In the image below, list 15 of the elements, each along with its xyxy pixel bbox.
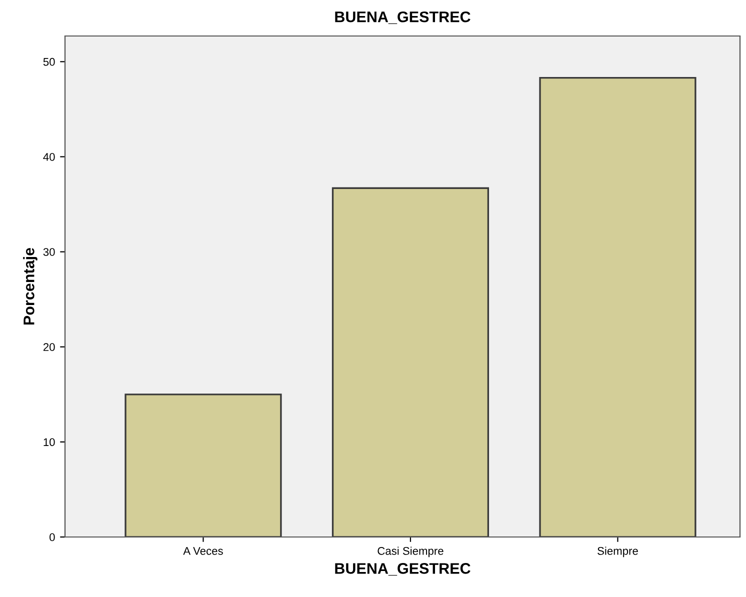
y-tick-label: 0 — [50, 533, 55, 542]
bar — [332, 187, 490, 537]
y-tick-label: 10 — [44, 438, 55, 446]
y-tick-label: 20 — [43, 343, 55, 352]
y-axis-title: Porcentaje — [23, 248, 38, 325]
x-tick-label: Casi Siempre — [378, 546, 444, 558]
bar — [539, 76, 696, 537]
x-axis-title: BUENA_GESTREC — [335, 563, 470, 576]
chart-title: BUENA_GESTREC — [335, 11, 470, 24]
bar — [124, 394, 282, 537]
y-tick-label: 50 — [43, 58, 55, 66]
y-tick-label: 40 — [43, 153, 55, 161]
x-tick-label: Siempre — [598, 546, 638, 558]
y-tick-label: 30 — [43, 248, 55, 256]
x-tick-label: A Veces — [183, 547, 223, 555]
